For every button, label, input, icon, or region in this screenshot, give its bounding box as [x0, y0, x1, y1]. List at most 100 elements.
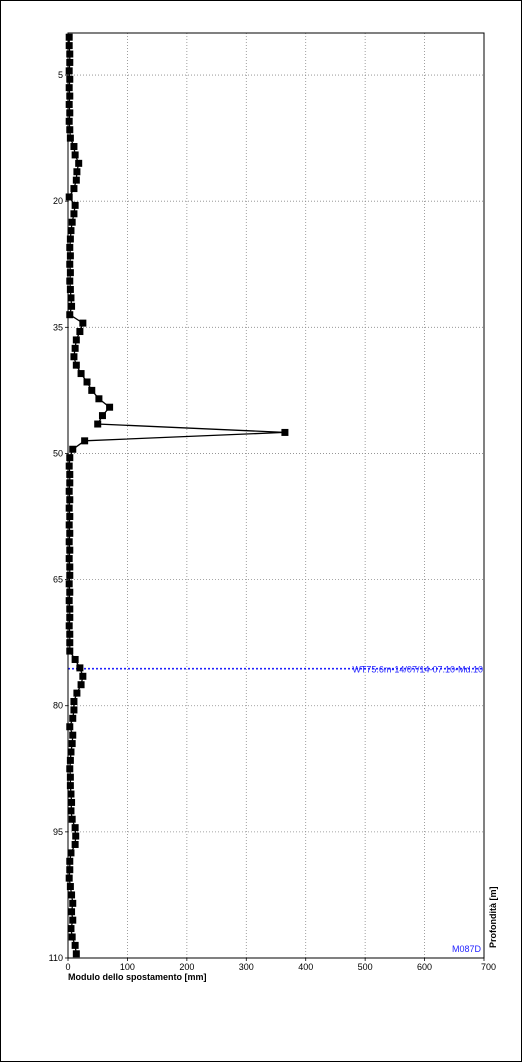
- data-point: [69, 714, 77, 722]
- data-point: [69, 899, 77, 907]
- data-point: [68, 908, 76, 916]
- x-tick-label: 500: [358, 962, 373, 972]
- y-tick-label: 80: [53, 701, 63, 711]
- data-point: [66, 496, 74, 504]
- data-point: [66, 260, 74, 268]
- data-point: [70, 210, 78, 218]
- data-point: [66, 311, 74, 319]
- x-tick-label: 300: [239, 962, 254, 972]
- data-point: [65, 117, 73, 125]
- series-line: [68, 37, 285, 954]
- data-point: [88, 386, 96, 394]
- data-point: [65, 874, 73, 882]
- data-point: [66, 588, 74, 596]
- data-point: [79, 319, 87, 327]
- data-point: [81, 437, 89, 445]
- data-point: [66, 109, 74, 117]
- data-point: [73, 168, 81, 176]
- data-point: [76, 328, 84, 336]
- y-tick-label: 95: [53, 827, 63, 837]
- data-point: [106, 403, 114, 411]
- data-point: [69, 731, 77, 739]
- data-point: [66, 252, 74, 260]
- data-point: [68, 933, 76, 941]
- data-point: [67, 294, 75, 302]
- y-tick-label: 50: [53, 448, 63, 458]
- data-point: [66, 773, 74, 781]
- data-point: [66, 563, 74, 571]
- data-point: [66, 92, 74, 100]
- data-point: [66, 630, 74, 638]
- data-point: [72, 950, 80, 958]
- data-point: [68, 740, 76, 748]
- data-point: [66, 513, 74, 521]
- data-point: [71, 941, 79, 949]
- data-point: [66, 126, 74, 134]
- data-point: [69, 916, 77, 924]
- data-point: [66, 571, 74, 579]
- data-point: [66, 454, 74, 462]
- data-point: [66, 134, 74, 142]
- y-tick-label: 20: [53, 196, 63, 206]
- data-point: [68, 302, 76, 310]
- data-point: [71, 201, 79, 209]
- data-point: [70, 706, 78, 714]
- data-point: [75, 159, 83, 167]
- data-point: [65, 538, 73, 546]
- x-axis-title: Modulo dello spostamento [mm]: [68, 972, 207, 982]
- data-point: [72, 361, 80, 369]
- data-point: [65, 597, 73, 605]
- data-point: [69, 445, 77, 453]
- x-tick-label: 600: [417, 962, 432, 972]
- data-point: [65, 521, 73, 529]
- data-point: [79, 672, 87, 680]
- data-point: [66, 605, 74, 613]
- data-point: [70, 353, 78, 361]
- y-axis-title: Profondità [m]: [488, 887, 498, 949]
- data-point: [66, 50, 74, 58]
- data-point: [65, 487, 73, 495]
- x-tick-label: 0: [65, 962, 70, 972]
- data-point: [73, 689, 81, 697]
- data-point: [66, 866, 74, 874]
- data-point: [66, 235, 74, 243]
- series-layer: [65, 33, 289, 958]
- data-point: [65, 33, 73, 41]
- data-point: [65, 462, 73, 470]
- data-point: [68, 891, 76, 899]
- data-point: [68, 218, 76, 226]
- y-tick-label: 35: [53, 322, 63, 332]
- data-point: [65, 100, 73, 108]
- data-point: [98, 412, 106, 420]
- data-point: [66, 857, 74, 865]
- data-point: [66, 75, 74, 83]
- plot-border: [67, 32, 485, 959]
- data-point: [66, 723, 74, 731]
- footer-label: M087D: [452, 944, 482, 954]
- data-point: [66, 243, 74, 251]
- y-tick-label: 65: [53, 575, 63, 585]
- data-point: [70, 185, 78, 193]
- data-point: [94, 420, 102, 428]
- data-point: [66, 613, 74, 621]
- data-point: [65, 193, 73, 201]
- data-point: [65, 504, 73, 512]
- y-tick-label: 5: [58, 70, 63, 80]
- x-tick-label: 100: [120, 962, 135, 972]
- data-point: [65, 555, 73, 563]
- data-point: [66, 470, 74, 478]
- data-point: [67, 748, 75, 756]
- data-point: [70, 143, 78, 151]
- data-point: [77, 370, 85, 378]
- data-point: [66, 639, 74, 647]
- data-point: [65, 84, 73, 92]
- x-tick-label: 400: [298, 962, 313, 972]
- data-point: [83, 378, 91, 386]
- data-point: [66, 529, 74, 537]
- data-point: [71, 655, 79, 663]
- data-point: [71, 151, 79, 159]
- data-point: [72, 336, 80, 344]
- x-tick-label: 700: [481, 962, 496, 972]
- data-point: [66, 883, 74, 891]
